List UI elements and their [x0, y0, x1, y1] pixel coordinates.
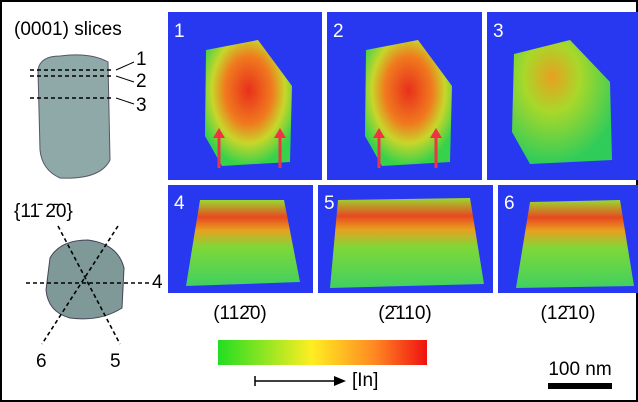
row-title: {11̄ 2̄0}	[14, 201, 73, 222]
panel	[168, 12, 322, 180]
sample-bottom	[26, 226, 150, 344]
panel-label: 3	[493, 21, 504, 42]
panel	[487, 12, 638, 180]
colorbar	[218, 340, 427, 365]
sample-top	[30, 55, 134, 178]
panel	[168, 185, 313, 293]
figure: (0001) slices 1 2 3 {11̄ 2̄0} 4 6 5 1 2 …	[0, 0, 638, 402]
panel-caption: (2̄110)	[378, 303, 432, 324]
colorbar-label: [In]	[352, 370, 378, 391]
row-title: (0001) slices	[14, 19, 122, 40]
slice-label: 3	[136, 95, 147, 116]
slice-label: 4	[152, 272, 163, 293]
panel	[327, 12, 482, 180]
scale-label: 100 nm	[548, 359, 611, 380]
panel-label: 1	[174, 21, 185, 42]
panel-label: 5	[324, 193, 335, 214]
slice-label: 2	[136, 71, 147, 92]
panel-label: 6	[504, 193, 515, 214]
panel-caption: (112̄0)	[213, 303, 267, 324]
slice-label: 5	[110, 351, 121, 372]
panel-label: 2	[333, 21, 344, 42]
slice-label: 6	[36, 351, 47, 372]
slice-label: 1	[136, 49, 147, 70]
scale-bar	[548, 383, 612, 389]
panel-label: 4	[174, 193, 185, 214]
arrow	[255, 376, 346, 386]
panel	[498, 185, 638, 293]
panel-caption: (12̄10)	[541, 303, 596, 324]
panel	[318, 185, 493, 293]
